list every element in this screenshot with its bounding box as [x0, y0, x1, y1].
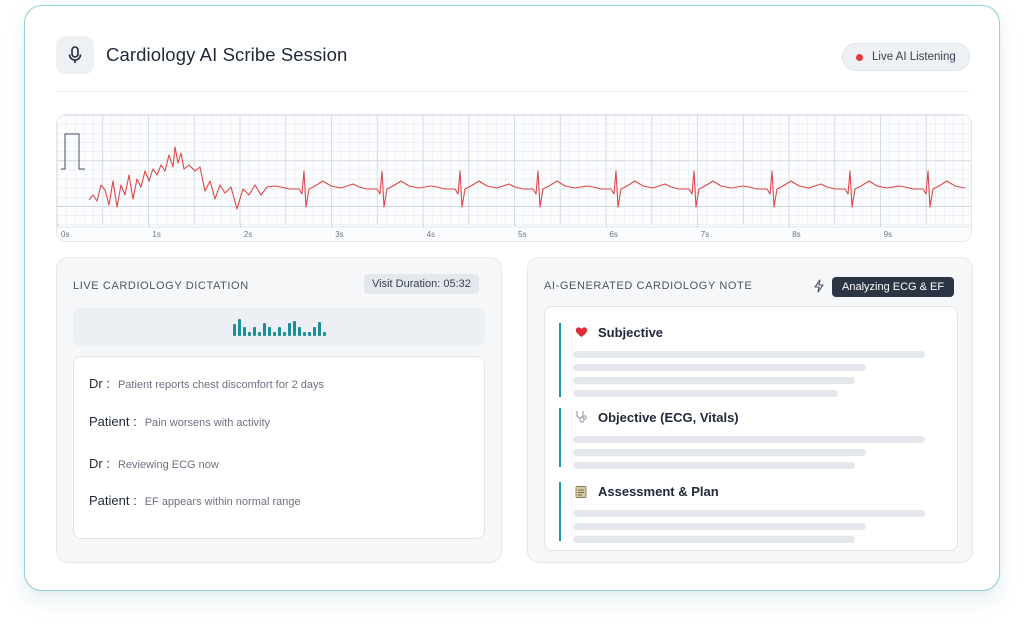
transcript-line: Dr : Reviewing ECG now	[89, 456, 219, 471]
utterance-text: Pain worsens with activity	[144, 417, 271, 429]
ecg-time-label: 5s	[518, 230, 526, 239]
waveform-bar	[247, 332, 251, 336]
text-placeholder	[573, 510, 925, 517]
transcript-line: Dr : Patient reports chest discomfort fo…	[89, 376, 324, 391]
session-card: Cardiology AI Scribe Session Live AI Lis…	[24, 5, 1000, 591]
transcript-line: Patient : Pain worsens with activity	[89, 414, 270, 429]
waveform-bar	[252, 327, 256, 336]
waveform-bar	[302, 332, 306, 336]
speaker-label: Dr :	[89, 456, 110, 471]
waveform-bar	[287, 323, 291, 336]
ecg-trace	[88, 146, 966, 210]
ecg-time-label: 9s	[884, 230, 892, 239]
text-placeholder	[573, 523, 866, 530]
utterance-text: EF appears within normal range	[144, 496, 301, 508]
microphone-icon	[68, 46, 82, 63]
recording-dot-icon	[856, 53, 863, 61]
live-status-label: Live AI Listening	[872, 51, 956, 63]
waveform-bar	[272, 332, 276, 336]
clipboard-icon	[573, 483, 589, 499]
text-placeholder	[573, 390, 838, 397]
waveform-bar	[237, 319, 241, 336]
waveform-bar	[242, 327, 246, 336]
ecg-time-label: 1s	[152, 230, 160, 239]
waveform-bar	[322, 332, 326, 336]
ecg-calibration-pulse	[61, 133, 85, 170]
transcript-line: Patient : EF appears within normal range	[89, 493, 301, 508]
ai-note-panel: AI-GENERATED CARDIOLOGY NOTE Analyzing E…	[527, 257, 973, 563]
ecg-time-label: 7s	[701, 230, 709, 239]
utterance-text: Patient reports chest discomfort for 2 d…	[117, 379, 324, 391]
note-section-assessment: Assessment & Plan	[559, 482, 925, 543]
ecg-time-label: 2s	[244, 230, 252, 239]
section-label: Subjective	[598, 324, 664, 340]
lightning-icon	[814, 279, 824, 293]
waveform-bar	[282, 332, 286, 336]
text-placeholder	[573, 462, 855, 469]
ai-note-title: AI-GENERATED CARDIOLOGY NOTE	[544, 280, 753, 292]
text-placeholder	[573, 364, 866, 371]
text-placeholder	[573, 377, 855, 384]
section-label: Objective (ECG, Vitals)	[598, 409, 739, 425]
header-divider	[56, 91, 970, 92]
audio-waveform	[73, 308, 485, 346]
text-placeholder	[573, 436, 925, 443]
dictation-panel: LIVE CARDIOLOGY DICTATION Visit Duration…	[56, 257, 502, 563]
text-placeholder	[573, 351, 925, 358]
ecg-time-label: 3s	[335, 230, 343, 239]
waveform-bar	[317, 322, 321, 336]
ecg-time-label: 4s	[427, 230, 435, 239]
waveform-bars	[232, 318, 326, 336]
heart-icon	[573, 324, 589, 340]
note-section-objective: Objective (ECG, Vitals)	[559, 408, 925, 469]
speaker-label: Patient :	[89, 414, 137, 429]
ecg-chart: 0s 1s 2s 3s 4s 5s 6s 7s 8s 9s	[57, 115, 971, 239]
text-placeholder	[573, 536, 855, 543]
dictation-title: LIVE CARDIOLOGY DICTATION	[73, 280, 249, 292]
note-section-subjective: Subjective	[559, 323, 925, 397]
visit-duration-badge: Visit Duration: 05:32	[364, 274, 479, 294]
ecg-time-label: 0s	[61, 230, 69, 239]
stethoscope-icon	[573, 409, 589, 425]
utterance-text: Reviewing ECG now	[117, 459, 219, 471]
transcript-box: Dr : Patient reports chest discomfort fo…	[73, 356, 485, 539]
waveform-bar	[297, 327, 301, 336]
section-label: Assessment & Plan	[598, 483, 719, 499]
analyzing-status-badge: Analyzing ECG & EF	[832, 277, 955, 297]
waveform-bar	[232, 324, 236, 336]
waveform-bar	[312, 327, 316, 336]
page-title: Cardiology AI Scribe Session	[106, 44, 348, 65]
waveform-bar	[307, 332, 311, 336]
ecg-time-label: 6s	[609, 230, 617, 239]
waveform-bar	[262, 323, 266, 336]
ecg-grid	[57, 115, 971, 226]
ecg-strip: 0s 1s 2s 3s 4s 5s 6s 7s 8s 9s	[56, 114, 972, 242]
live-status-badge: Live AI Listening	[842, 43, 970, 71]
waveform-bar	[277, 327, 281, 336]
note-content: Subjective Objective (ECG, V	[544, 306, 958, 551]
speaker-label: Patient :	[89, 493, 137, 508]
text-placeholder	[573, 449, 866, 456]
waveform-bar	[292, 321, 296, 336]
waveform-bar	[267, 327, 271, 336]
ecg-time-label: 8s	[792, 230, 800, 239]
waveform-bar	[257, 332, 261, 336]
speaker-label: Dr :	[89, 376, 110, 391]
microphone-button[interactable]	[56, 36, 94, 74]
